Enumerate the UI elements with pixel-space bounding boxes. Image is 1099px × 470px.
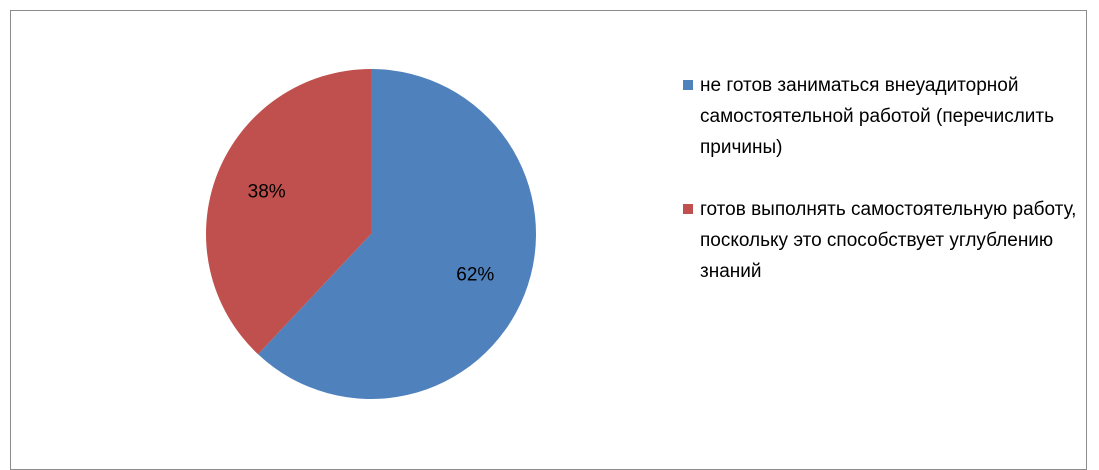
pie-slice <box>205 69 371 355</box>
pie-slice <box>258 69 536 400</box>
legend-label: готов выполнять самостоятельную работу, … <box>700 199 1077 282</box>
data-label: 38% <box>248 182 286 203</box>
data-label: 62% <box>456 264 494 285</box>
legend-swatch <box>683 204 693 214</box>
legend-swatch <box>683 80 693 90</box>
legend-item: готов выполнять самостоятельную работу, … <box>683 194 1083 287</box>
chart: 62% 38% <box>205 69 536 400</box>
legend: не готов заниматься внеуадиторной самост… <box>683 70 1083 318</box>
legend-label: не готов заниматься внеуадиторной самост… <box>700 75 1055 158</box>
page: 62% 38% не готов заниматься внеуадиторной… <box>10 10 1087 470</box>
legend-item: не готов заниматься внеуадиторной самост… <box>683 70 1083 163</box>
